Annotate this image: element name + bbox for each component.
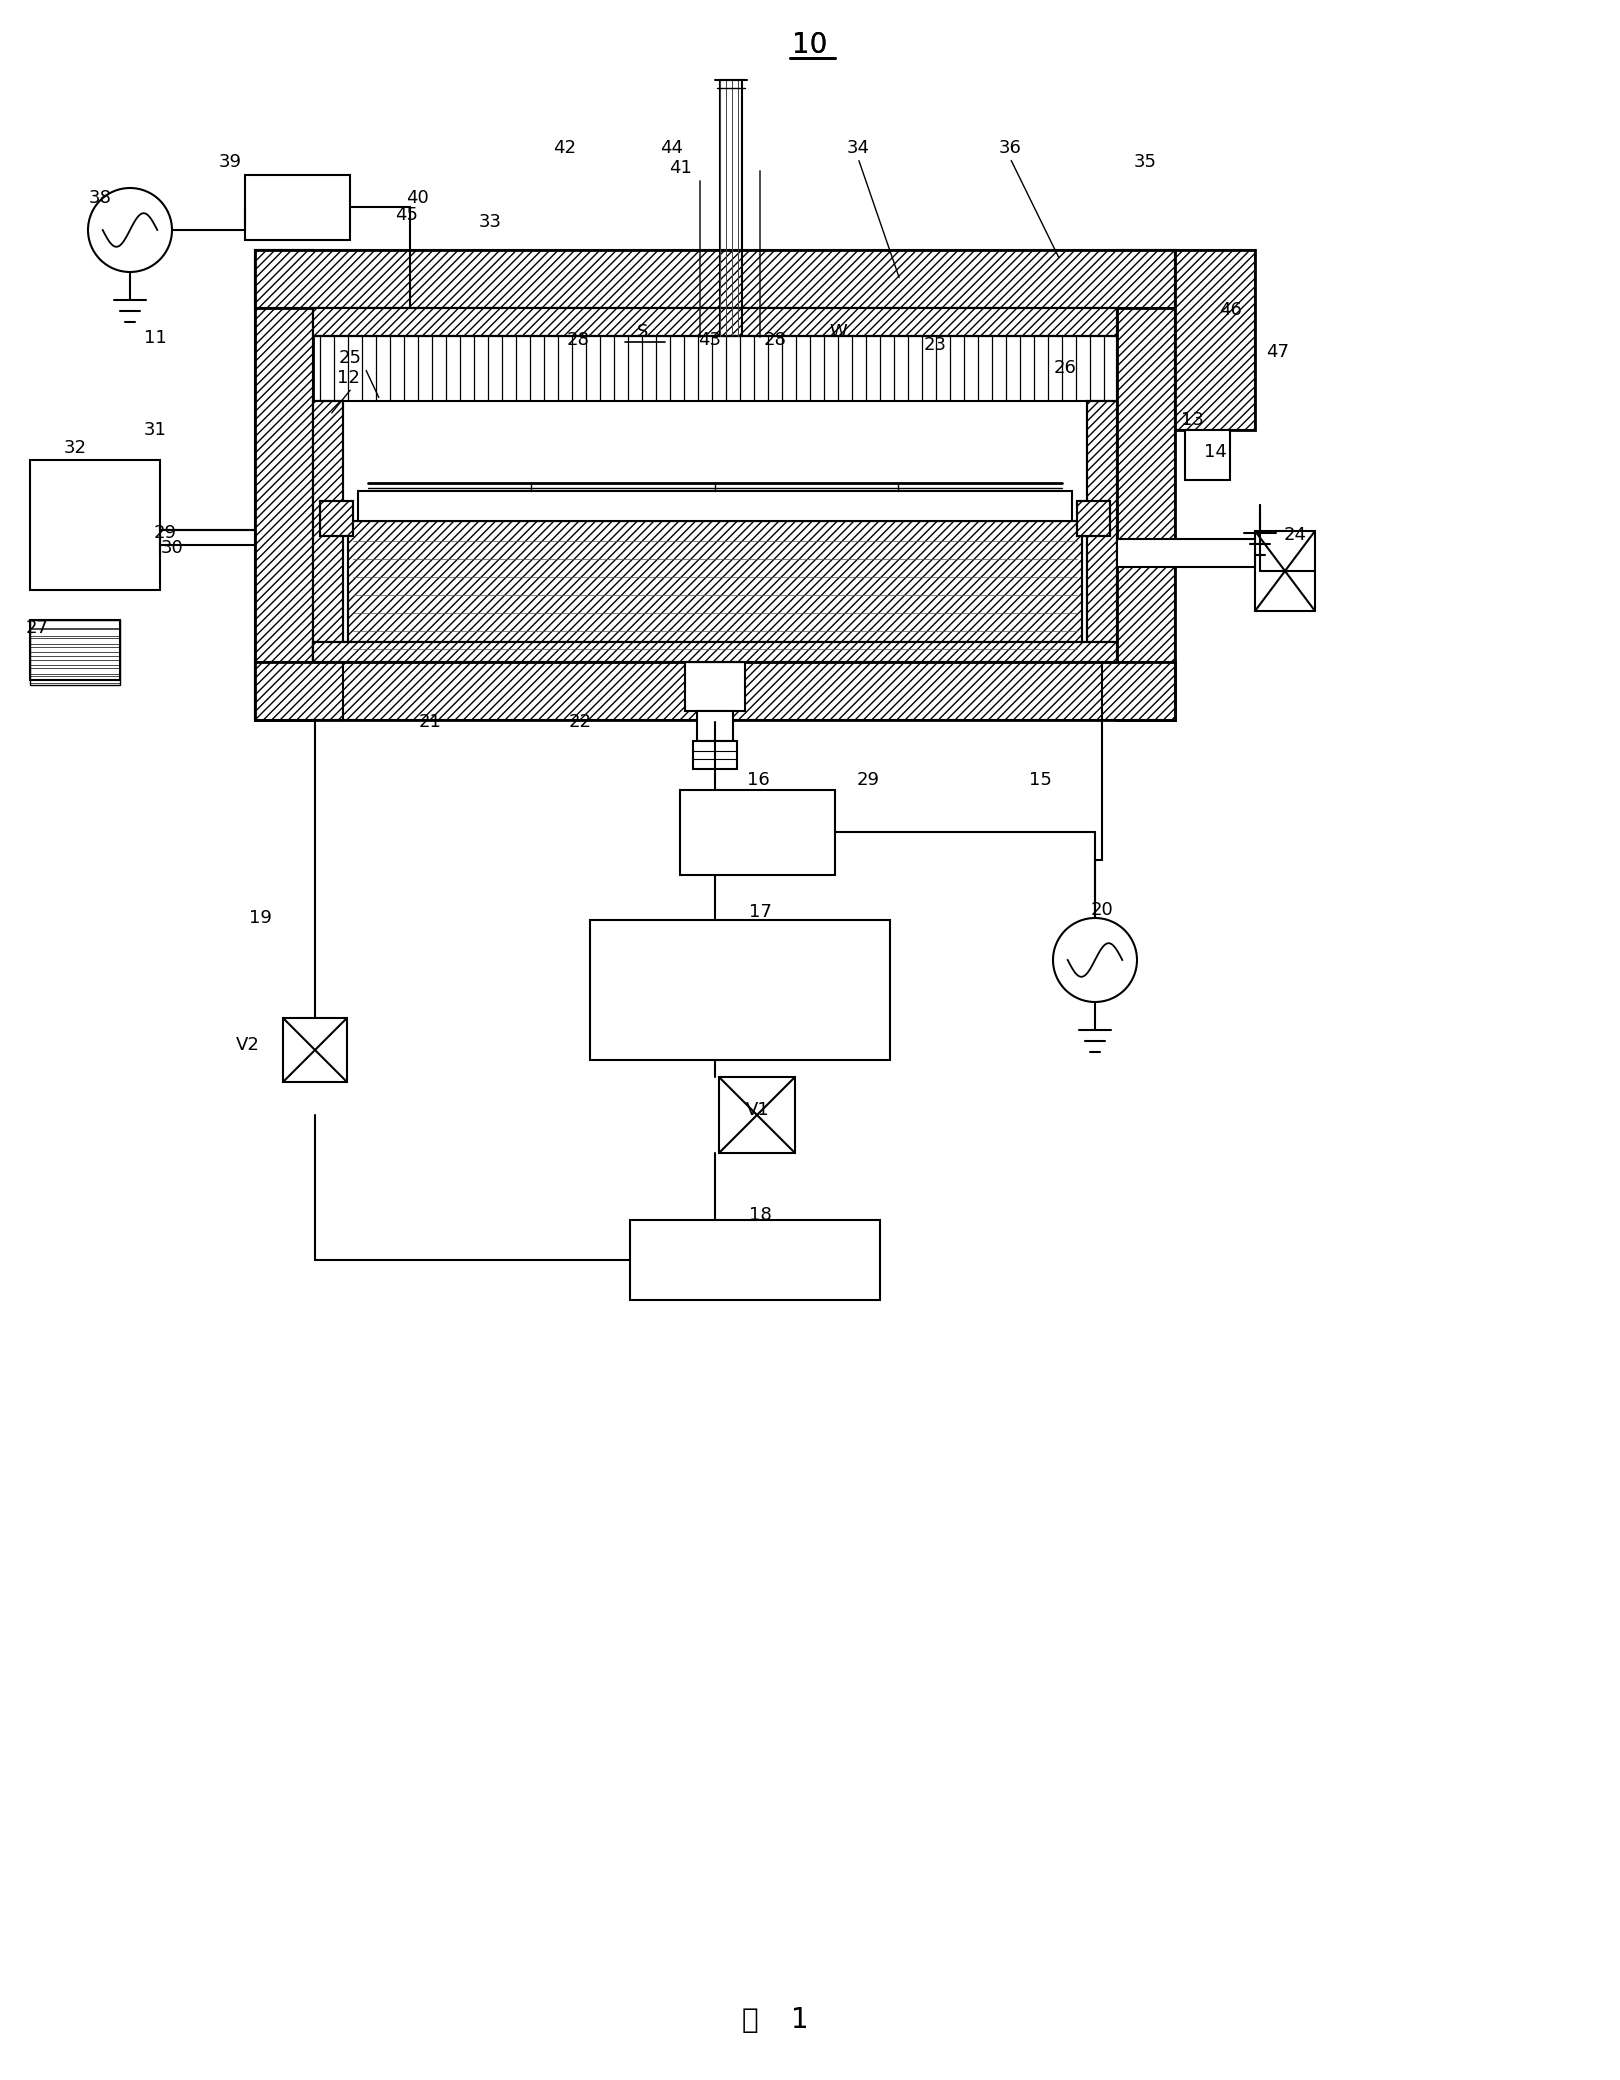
- Text: 27: 27: [26, 620, 49, 636]
- Text: S: S: [637, 322, 648, 341]
- Text: 43: 43: [698, 331, 721, 349]
- Bar: [313, 308, 1118, 337]
- Text: 40: 40: [405, 189, 428, 208]
- Bar: [1087, 401, 1118, 661]
- Text: 31: 31: [144, 420, 167, 439]
- Text: 10: 10: [792, 31, 828, 58]
- Text: 29: 29: [154, 524, 177, 543]
- Bar: [254, 250, 1174, 308]
- Text: 21: 21: [418, 713, 441, 730]
- Bar: [1174, 250, 1256, 431]
- Bar: [321, 501, 353, 537]
- Bar: [31, 460, 160, 591]
- Text: 24: 24: [1283, 526, 1306, 545]
- Bar: [254, 250, 313, 720]
- Text: 13: 13: [1181, 412, 1204, 428]
- Text: 11: 11: [144, 329, 167, 347]
- Bar: [719, 79, 742, 337]
- Bar: [590, 919, 889, 1061]
- Bar: [680, 790, 834, 876]
- Text: 19: 19: [248, 909, 272, 928]
- Text: 10: 10: [792, 31, 828, 58]
- Text: 28: 28: [567, 331, 590, 349]
- Text: 29: 29: [857, 772, 880, 788]
- Bar: [697, 711, 732, 740]
- Text: 46: 46: [1218, 302, 1241, 318]
- Bar: [1118, 539, 1256, 568]
- Bar: [313, 643, 1118, 661]
- Text: 44: 44: [661, 139, 684, 156]
- Text: 26: 26: [1053, 360, 1076, 376]
- Text: 18: 18: [748, 1206, 771, 1223]
- Bar: [31, 620, 120, 680]
- Bar: [1087, 401, 1118, 661]
- Bar: [719, 1077, 795, 1152]
- Bar: [1077, 501, 1110, 537]
- Text: 28: 28: [763, 331, 786, 349]
- Bar: [630, 1221, 880, 1300]
- Bar: [284, 1017, 347, 1082]
- Text: 41: 41: [669, 158, 692, 177]
- Bar: [313, 401, 343, 661]
- Bar: [254, 661, 1174, 720]
- Bar: [348, 520, 1082, 661]
- Text: 1: 1: [791, 2005, 808, 2034]
- Bar: [313, 337, 1118, 401]
- Text: V2: V2: [237, 1036, 259, 1055]
- Text: 17: 17: [748, 903, 771, 921]
- Text: 36: 36: [998, 139, 1022, 156]
- Text: 47: 47: [1267, 343, 1290, 362]
- Text: 34: 34: [847, 139, 870, 156]
- Bar: [31, 620, 120, 684]
- Text: V1: V1: [747, 1100, 770, 1119]
- Text: 图: 图: [742, 2005, 758, 2034]
- Bar: [348, 520, 1082, 661]
- Bar: [313, 643, 1118, 661]
- Text: 15: 15: [1029, 772, 1051, 788]
- Bar: [1184, 431, 1230, 480]
- Text: 23: 23: [923, 337, 946, 354]
- Text: 25: 25: [339, 349, 361, 366]
- Bar: [254, 250, 313, 720]
- Bar: [313, 308, 1118, 337]
- Text: 20: 20: [1090, 901, 1113, 919]
- Text: 38: 38: [89, 189, 112, 208]
- Text: 22: 22: [569, 713, 591, 730]
- Bar: [1174, 250, 1256, 431]
- Text: 39: 39: [219, 154, 241, 171]
- Text: 42: 42: [554, 139, 577, 156]
- Text: 35: 35: [1134, 154, 1157, 171]
- Bar: [313, 643, 1118, 661]
- Bar: [358, 491, 1072, 520]
- Text: 32: 32: [63, 439, 86, 458]
- Bar: [693, 740, 737, 770]
- Bar: [313, 401, 343, 661]
- Bar: [1077, 501, 1110, 537]
- Bar: [254, 661, 1174, 720]
- Text: 30: 30: [160, 539, 183, 557]
- Bar: [245, 175, 350, 239]
- Text: 33: 33: [478, 212, 502, 231]
- Text: W: W: [829, 322, 847, 341]
- Bar: [1118, 250, 1174, 720]
- Text: 45: 45: [395, 206, 418, 225]
- Text: 14: 14: [1204, 443, 1226, 462]
- Bar: [321, 501, 353, 537]
- Bar: [685, 661, 745, 711]
- Bar: [1256, 530, 1315, 612]
- Bar: [1118, 250, 1174, 720]
- Bar: [254, 250, 1174, 308]
- Text: 12: 12: [337, 368, 360, 387]
- Text: 16: 16: [747, 772, 770, 788]
